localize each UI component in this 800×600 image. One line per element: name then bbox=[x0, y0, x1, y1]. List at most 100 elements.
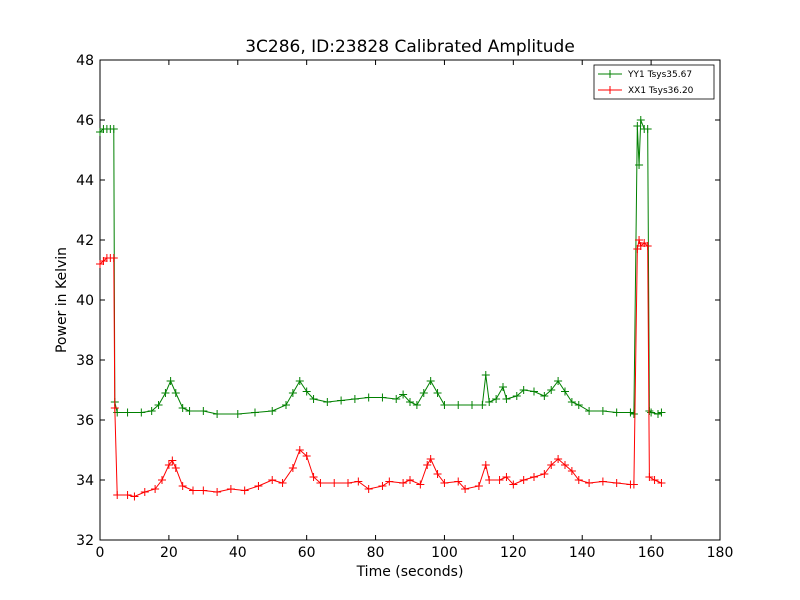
data-point bbox=[512, 392, 521, 400]
data-point bbox=[113, 491, 122, 499]
data-point bbox=[295, 446, 304, 454]
data-point bbox=[461, 485, 470, 493]
data-point bbox=[547, 386, 556, 394]
y-tick-label: 46 bbox=[76, 113, 94, 129]
data-point bbox=[598, 407, 607, 415]
data-point bbox=[399, 390, 408, 399]
legend: YY1 Tsys35.67 XX1 Tsys36.20 bbox=[593, 64, 715, 100]
data-point bbox=[199, 407, 208, 415]
data-point bbox=[626, 408, 635, 417]
data-point bbox=[426, 377, 435, 385]
data-point bbox=[485, 398, 494, 406]
data-point bbox=[378, 393, 387, 402]
data-point bbox=[164, 461, 173, 469]
data-point bbox=[481, 371, 490, 379]
y-axis-label: Power in Kelvin bbox=[54, 247, 70, 353]
data-point bbox=[567, 398, 576, 406]
data-point bbox=[109, 125, 118, 133]
chart-title: 3C286, ID:23828 Calibrated Amplitude bbox=[245, 37, 575, 57]
data-point bbox=[268, 476, 277, 484]
x-tick-label: 140 bbox=[569, 545, 596, 561]
data-point bbox=[147, 407, 156, 415]
data-point bbox=[288, 389, 297, 397]
x-tick-label: 20 bbox=[160, 545, 178, 561]
data-point bbox=[288, 464, 297, 472]
legend-item: YY1 Tsys35.67 bbox=[598, 70, 692, 80]
data-point bbox=[330, 479, 339, 487]
data-point bbox=[213, 410, 222, 418]
plot-area bbox=[99, 59, 721, 541]
data-point bbox=[574, 401, 583, 409]
data-point bbox=[109, 254, 118, 262]
data-point bbox=[302, 387, 311, 396]
y-tick-label: 34 bbox=[76, 473, 94, 489]
series-layer bbox=[96, 116, 666, 501]
data-point bbox=[337, 396, 346, 405]
x-tick-label: 80 bbox=[367, 545, 385, 561]
data-point bbox=[612, 479, 621, 487]
data-point bbox=[233, 410, 242, 418]
data-point bbox=[178, 482, 187, 490]
data-point bbox=[268, 407, 277, 415]
data-point bbox=[485, 476, 494, 484]
data-point bbox=[364, 393, 373, 402]
data-point bbox=[657, 408, 666, 417]
data-point bbox=[585, 479, 594, 487]
data-point bbox=[635, 236, 644, 244]
data-point bbox=[344, 479, 352, 487]
y-tick-label: 32 bbox=[76, 533, 94, 549]
data-point bbox=[492, 395, 501, 403]
series-line bbox=[99, 119, 662, 415]
data-point bbox=[158, 476, 166, 484]
data-point bbox=[635, 161, 644, 169]
x-axis-label: Time (seconds) bbox=[356, 564, 464, 580]
data-point bbox=[213, 488, 222, 496]
data-point bbox=[645, 473, 654, 481]
data-point bbox=[189, 486, 197, 495]
data-point bbox=[385, 477, 394, 486]
data-point bbox=[354, 477, 363, 486]
data-point bbox=[657, 479, 666, 487]
legend-marker bbox=[606, 86, 614, 94]
data-point bbox=[502, 395, 511, 403]
legend-item: XX1 Tsys36.20 bbox=[598, 86, 694, 96]
data-point bbox=[433, 389, 442, 397]
data-point bbox=[419, 389, 428, 397]
data-point bbox=[643, 125, 652, 133]
data-point bbox=[240, 486, 249, 495]
legend-marker bbox=[606, 70, 614, 78]
data-point bbox=[629, 410, 638, 418]
data-point bbox=[399, 479, 408, 487]
data-point bbox=[199, 486, 208, 495]
data-point bbox=[392, 395, 401, 403]
data-point bbox=[585, 407, 594, 415]
data-point bbox=[254, 482, 263, 490]
data-point bbox=[406, 476, 414, 484]
data-point bbox=[567, 467, 576, 475]
y-tick-label: 48 bbox=[76, 53, 94, 69]
data-point bbox=[166, 377, 175, 385]
data-point bbox=[154, 401, 163, 409]
data-point bbox=[406, 398, 414, 406]
legend-label: YY1 Tsys35.67 bbox=[627, 70, 692, 80]
data-point bbox=[168, 456, 177, 465]
data-point bbox=[309, 395, 318, 403]
data-point bbox=[598, 477, 607, 486]
data-point bbox=[178, 404, 187, 412]
data-point bbox=[554, 377, 563, 385]
data-point bbox=[468, 401, 476, 409]
x-tick-label: 40 bbox=[229, 545, 247, 561]
data-point bbox=[123, 408, 132, 417]
data-point bbox=[278, 479, 287, 487]
data-point bbox=[629, 480, 638, 489]
data-point bbox=[530, 387, 538, 396]
data-point bbox=[137, 408, 146, 417]
data-point bbox=[561, 387, 569, 396]
x-tick-label: 180 bbox=[707, 545, 734, 561]
y-tick-label: 44 bbox=[76, 173, 94, 189]
data-point bbox=[364, 485, 373, 493]
data-point bbox=[416, 480, 425, 489]
data-point bbox=[547, 461, 556, 469]
data-point bbox=[426, 455, 435, 463]
